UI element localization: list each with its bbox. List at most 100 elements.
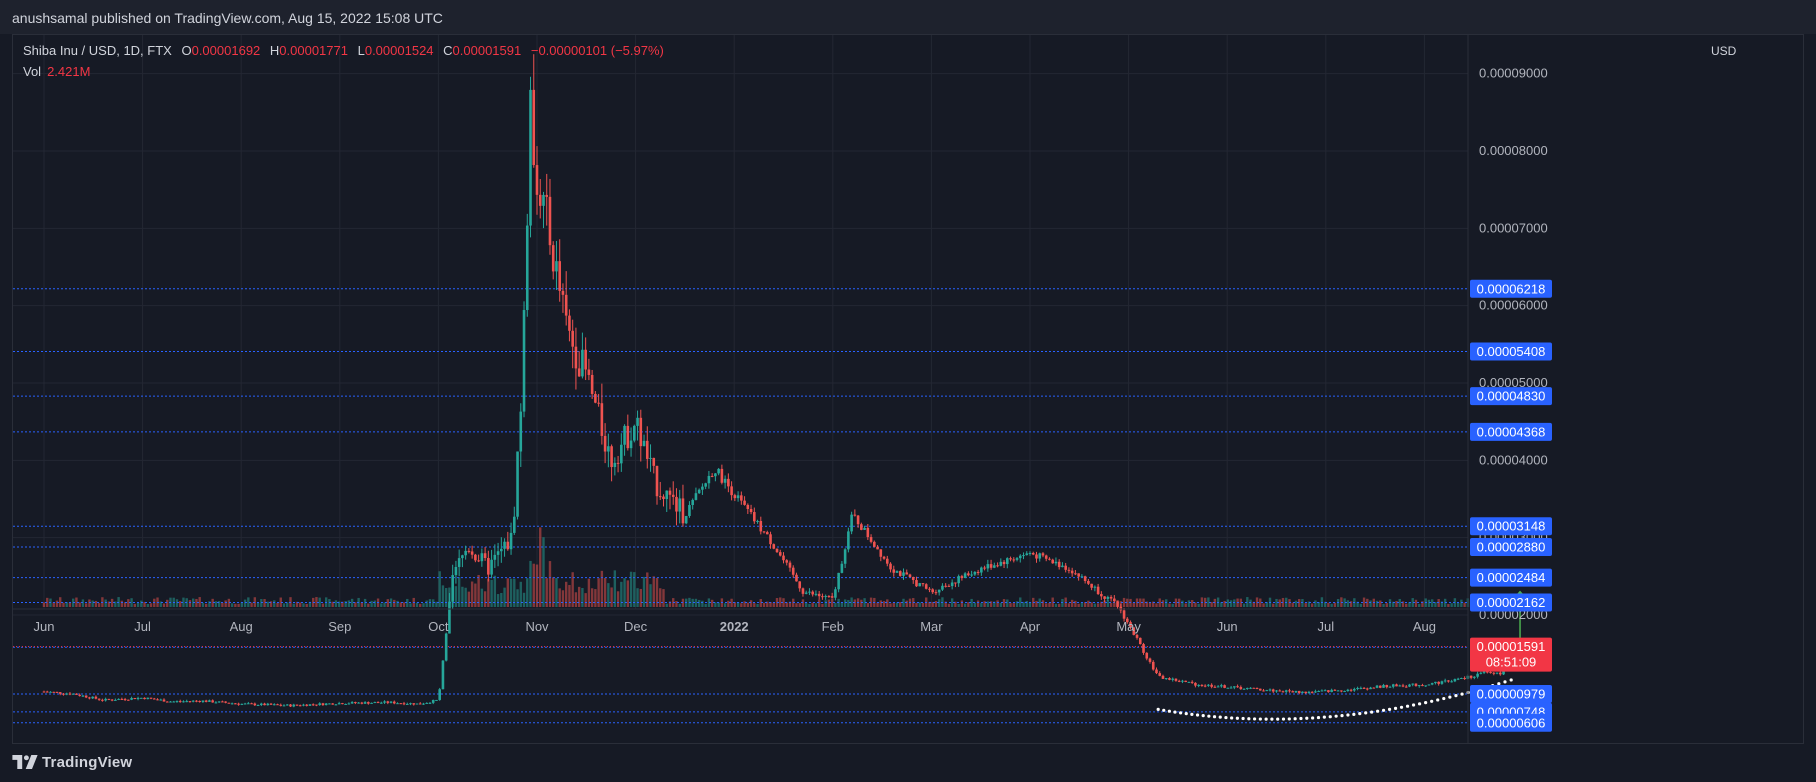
- volume-bar: [347, 600, 351, 607]
- x-tick-label: Feb: [822, 619, 844, 634]
- candle-body: [671, 494, 675, 497]
- level-badge[interactable]: [1470, 713, 1552, 732]
- volume-bar: [1385, 603, 1388, 607]
- volume-bar: [42, 602, 46, 607]
- candle-body: [772, 544, 776, 549]
- volume-bar: [895, 602, 899, 607]
- level-badge[interactable]: [1470, 684, 1552, 703]
- bottom-curve-dot: [1460, 692, 1464, 696]
- candle-body: [247, 703, 250, 705]
- level-badge[interactable]: [1470, 568, 1552, 587]
- candle-body: [1359, 687, 1363, 689]
- volume-bar: [1356, 601, 1359, 607]
- candle-body: [1333, 689, 1337, 691]
- x-tick-label: Mar: [920, 619, 943, 634]
- level-label: 0.00004368: [1477, 424, 1546, 439]
- level-badge[interactable]: [1470, 537, 1552, 556]
- volume-bar: [496, 594, 500, 607]
- volume-bar: [201, 602, 205, 607]
- volume-bar: [260, 599, 263, 607]
- bottom-curve-dot: [1184, 712, 1188, 716]
- x-tick-label: Aug: [1413, 619, 1436, 634]
- price-axis: 0.000020000.000030000.000040000.00005000…: [1467, 35, 1552, 743]
- candle-body: [529, 89, 532, 226]
- volume-bar: [1161, 600, 1165, 607]
- volume-bar: [522, 592, 526, 607]
- candlestick-chart[interactable]: 0.000020000.000030000.000040000.00005000…: [13, 35, 1803, 743]
- volume-bar: [1093, 603, 1097, 607]
- volume-bar: [217, 601, 221, 607]
- candle-body: [480, 553, 484, 562]
- candle-body: [584, 349, 587, 370]
- chart-panel[interactable]: 0.00002000 0.00003000 0.00004000 0.00005000…: [12, 34, 1804, 744]
- candle-body: [234, 703, 237, 705]
- y-tick-label: 0.00008000: [1479, 143, 1548, 158]
- candle-body: [1054, 561, 1058, 564]
- volume-bar: [52, 602, 55, 607]
- volume-bar: [104, 599, 107, 607]
- candle-body: [1398, 685, 1402, 687]
- bottom-curve-dot: [1252, 717, 1257, 721]
- volume-bar: [490, 579, 493, 607]
- last-price-label: 0.00001591: [1477, 639, 1546, 654]
- candle-body: [1077, 573, 1080, 577]
- level-badge[interactable]: [1470, 422, 1552, 441]
- last-price-badge[interactable]: [1470, 637, 1552, 672]
- candle-body: [78, 694, 81, 696]
- candle-body: [399, 703, 403, 705]
- candle-body: [876, 546, 879, 550]
- volume-bar: [999, 602, 1003, 607]
- candle-body: [1009, 558, 1012, 560]
- volume-bar: [1051, 597, 1054, 607]
- bottom-curve-dot: [1156, 707, 1160, 711]
- y-tick-label: 0.00005000: [1479, 375, 1548, 390]
- candle-body: [746, 504, 750, 509]
- level-badge[interactable]: [1470, 593, 1552, 612]
- candle-body: [532, 89, 536, 166]
- volume-bar: [1171, 603, 1174, 607]
- volume-bar: [273, 600, 276, 607]
- volume-bar: [1362, 597, 1366, 607]
- countdown-label: 08:51:09: [1486, 655, 1537, 670]
- volume-bar: [1333, 602, 1337, 607]
- candle-body: [276, 704, 279, 706]
- volume-bar: [240, 602, 244, 607]
- x-tick-label: Dec: [624, 619, 648, 634]
- volume-bar: [1379, 600, 1382, 607]
- candle-body: [623, 425, 626, 445]
- volume-bar: [1463, 602, 1466, 607]
- brand-name: TradingView: [42, 753, 133, 771]
- candle-body: [285, 704, 289, 706]
- volume-bar: [123, 602, 127, 607]
- candle-body: [684, 515, 688, 524]
- volume-bar: [409, 603, 412, 607]
- volume-bar: [526, 578, 529, 607]
- candle-body: [937, 589, 941, 593]
- volume-bar: [81, 599, 85, 607]
- volume-bar: [1330, 603, 1333, 607]
- candle-body: [1447, 680, 1450, 682]
- volume-bar: [1145, 601, 1148, 607]
- volume-bar: [1177, 598, 1181, 607]
- level-badge[interactable]: [1470, 342, 1552, 361]
- candle-body: [1051, 559, 1055, 564]
- candle-body: [545, 194, 549, 197]
- volume-bar: [1382, 603, 1385, 607]
- level-badge[interactable]: [1470, 517, 1552, 536]
- candle-body: [934, 592, 938, 594]
- level-badge[interactable]: [1470, 279, 1552, 298]
- candle-body: [1151, 661, 1155, 670]
- volume-bar: [629, 571, 633, 607]
- candle-body: [75, 693, 78, 695]
- volume-bar: [256, 602, 260, 607]
- y-tick-label: 0.00009000: [1479, 66, 1548, 81]
- volume-bar: [318, 597, 321, 607]
- volume-bar: [668, 601, 672, 607]
- level-badge[interactable]: [1470, 387, 1552, 406]
- volume-bar: [1343, 598, 1346, 607]
- volume-bar: [727, 600, 730, 607]
- candle-body: [457, 558, 461, 567]
- volume-bar: [415, 602, 419, 607]
- volume-bar: [1265, 601, 1268, 607]
- volume-bar: [321, 603, 325, 607]
